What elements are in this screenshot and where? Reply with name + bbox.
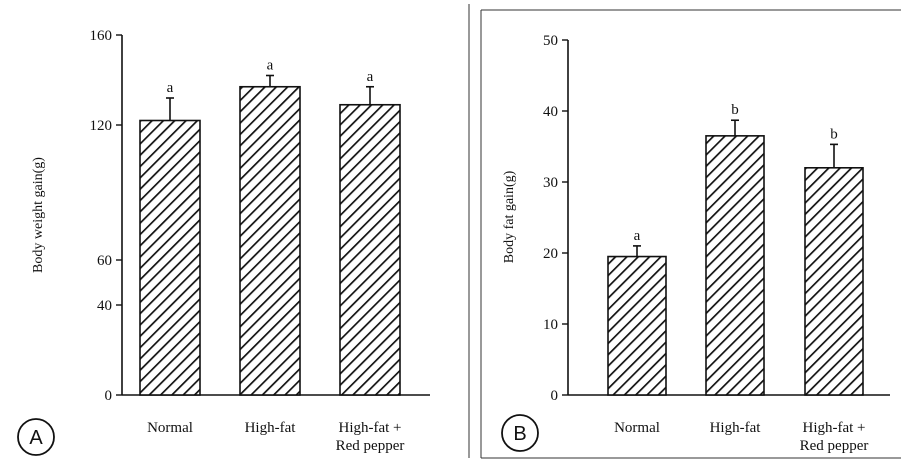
significance-letter: b: [830, 126, 838, 142]
y-tick-label: 30: [543, 175, 558, 191]
panel-label: A: [29, 427, 43, 449]
significance-letter: a: [367, 69, 374, 85]
bar: [339, 103, 401, 396]
panel-b: 0 10 20 30 40 50 Body fat gain(g) a Normal b High-…: [501, 33, 890, 454]
y-tick-label: 40: [543, 104, 558, 120]
bar: [139, 119, 201, 396]
bar: [705, 135, 765, 396]
significance-letter: a: [634, 228, 641, 244]
bar: [607, 255, 667, 396]
y-tick-label: 120: [90, 118, 113, 134]
category-label: Red pepper: [800, 438, 869, 454]
y-tick-label: 20: [543, 246, 558, 262]
y-tick-label: 50: [543, 33, 558, 49]
y-axis-label: Body weight gain(g): [31, 157, 46, 273]
panel-a: 0 40 60 120 160 Body weight gain(g) a Normal a Hi…: [17, 28, 430, 456]
category-label: Normal: [147, 420, 193, 436]
y-tick-label: 0: [551, 388, 559, 404]
y-tick-label: 10: [543, 317, 558, 333]
category-label: Normal: [614, 420, 660, 436]
category-label: High-fat +: [802, 420, 865, 436]
category-label: High-fat +: [338, 420, 401, 436]
y-tick-label: 0: [105, 388, 113, 404]
significance-letter: a: [267, 58, 274, 74]
y-tick-label: 160: [90, 28, 113, 44]
y-tick-label: 60: [97, 253, 112, 269]
panel-label-circle: [17, 418, 55, 456]
significance-letter: b: [731, 102, 739, 118]
category-label: High-fat: [245, 420, 297, 436]
category-label: Red pepper: [336, 438, 405, 454]
bar: [239, 85, 301, 396]
y-axis-label: Body fat gain(g): [502, 170, 517, 263]
category-label: High-fat: [710, 420, 762, 436]
panel-label-circle: [501, 414, 539, 452]
y-tick-label: 40: [97, 298, 112, 314]
significance-letter: a: [167, 80, 174, 96]
panel-label: B: [513, 423, 526, 445]
bar: [804, 167, 864, 396]
